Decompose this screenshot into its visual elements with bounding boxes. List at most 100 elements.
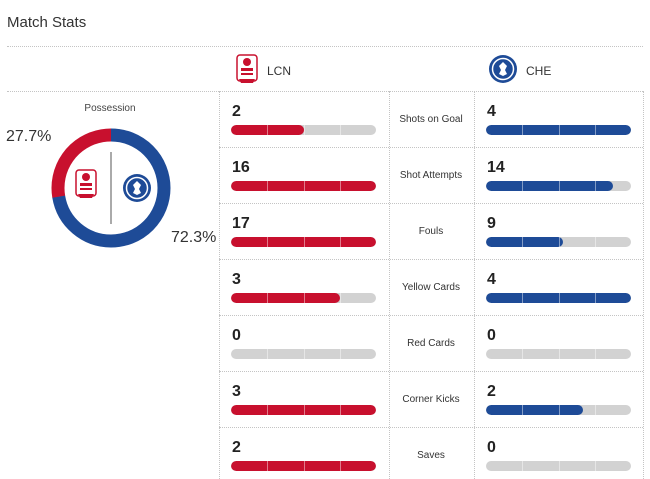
away-stat-value: 2 bbox=[487, 383, 496, 400]
section-title: Match Stats bbox=[7, 14, 87, 31]
lincoln-crest-icon bbox=[235, 53, 259, 90]
away-stat-value: 0 bbox=[487, 439, 496, 456]
away-team-abbr: CHE bbox=[526, 64, 552, 78]
divider bbox=[219, 371, 643, 372]
home-stat-bar-fill bbox=[231, 405, 376, 415]
stat-label: Corner Kicks bbox=[402, 394, 460, 405]
bar-segment-mark bbox=[339, 461, 341, 471]
divider bbox=[643, 91, 644, 479]
bar-segment-mark bbox=[267, 237, 269, 247]
bar-segment-mark bbox=[594, 237, 596, 247]
home-stat-value: 3 bbox=[232, 383, 241, 400]
bar-segment-mark bbox=[267, 125, 269, 135]
bar-segment-mark bbox=[558, 461, 560, 471]
bar-segment-mark bbox=[267, 349, 269, 359]
stat-label: Red Cards bbox=[407, 338, 455, 349]
away-stat-bar-fill bbox=[486, 125, 631, 135]
divider bbox=[219, 259, 643, 260]
home-stat-value: 17 bbox=[232, 215, 250, 232]
bar-segment-mark bbox=[558, 405, 560, 415]
divider bbox=[474, 91, 475, 479]
divider bbox=[219, 91, 220, 479]
away-stat-bar bbox=[486, 461, 631, 471]
home-stat-bar bbox=[231, 181, 376, 191]
home-stat-bar-fill bbox=[231, 181, 376, 191]
bar-segment-mark bbox=[339, 293, 341, 303]
bar-segment-mark bbox=[558, 237, 560, 247]
bar-segment-mark bbox=[558, 293, 560, 303]
bar-segment-mark bbox=[522, 293, 524, 303]
home-stat-value: 0 bbox=[232, 327, 241, 344]
away-stat-bar bbox=[486, 237, 631, 247]
bar-segment-mark bbox=[303, 461, 305, 471]
possession-donut bbox=[51, 128, 171, 248]
divider bbox=[219, 203, 643, 204]
home-possession-percent: 27.7% bbox=[6, 128, 52, 145]
stat-label: Fouls bbox=[418, 226, 444, 237]
bar-segment-mark bbox=[594, 181, 596, 191]
away-stat-bar-fill bbox=[486, 405, 583, 415]
bar-segment-mark bbox=[594, 293, 596, 303]
away-stat-value: 4 bbox=[487, 103, 496, 120]
bar-segment-mark bbox=[339, 405, 341, 415]
bar-segment-mark bbox=[267, 461, 269, 471]
chelsea-crest-icon bbox=[123, 174, 151, 202]
bar-segment-mark bbox=[594, 461, 596, 471]
stat-label: Shots on Goal bbox=[399, 114, 463, 125]
stat-label: Yellow Cards bbox=[402, 282, 460, 293]
away-stat-value: 0 bbox=[487, 327, 496, 344]
bar-segment-mark bbox=[558, 349, 560, 359]
away-possession-percent: 72.3% bbox=[171, 229, 217, 246]
away-stat-bar bbox=[486, 405, 631, 415]
donut-away-segment bbox=[51, 128, 171, 248]
bar-segment-mark bbox=[267, 181, 269, 191]
divider bbox=[7, 46, 643, 47]
home-stat-bar bbox=[231, 125, 376, 135]
home-stat-value: 2 bbox=[232, 439, 241, 456]
bar-segment-mark bbox=[303, 125, 305, 135]
home-stat-value: 16 bbox=[232, 159, 250, 176]
bar-segment-mark bbox=[522, 405, 524, 415]
away-stat-bar bbox=[486, 181, 631, 191]
stat-label: Shot Attempts bbox=[399, 170, 463, 181]
bar-segment-mark bbox=[522, 461, 524, 471]
away-stat-value: 4 bbox=[487, 271, 496, 288]
bar-segment-mark bbox=[558, 181, 560, 191]
bar-segment-mark bbox=[303, 293, 305, 303]
bar-segment-mark bbox=[522, 349, 524, 359]
home-stat-value: 3 bbox=[232, 271, 241, 288]
home-stat-bar-fill bbox=[231, 237, 376, 247]
divider bbox=[389, 91, 390, 479]
bar-segment-mark bbox=[267, 405, 269, 415]
home-stat-bar bbox=[231, 237, 376, 247]
away-stat-bar-fill bbox=[486, 181, 613, 191]
bar-segment-mark bbox=[339, 125, 341, 135]
bar-segment-mark bbox=[558, 125, 560, 135]
bar-segment-mark bbox=[303, 405, 305, 415]
away-stat-bar bbox=[486, 349, 631, 359]
divider bbox=[219, 147, 643, 148]
bar-segment-mark bbox=[339, 349, 341, 359]
home-stat-bar bbox=[231, 293, 376, 303]
bar-segment-mark bbox=[594, 405, 596, 415]
possession-title: Possession bbox=[84, 103, 136, 114]
away-stat-value: 14 bbox=[487, 159, 505, 176]
away-stat-bar bbox=[486, 125, 631, 135]
bar-segment-mark bbox=[303, 349, 305, 359]
bar-segment-mark bbox=[303, 181, 305, 191]
home-stat-bar bbox=[231, 349, 376, 359]
home-stat-bar-fill bbox=[231, 125, 304, 135]
away-stat-value: 9 bbox=[487, 215, 496, 232]
home-stat-bar-fill bbox=[231, 461, 376, 471]
bar-segment-mark bbox=[594, 125, 596, 135]
bar-segment-mark bbox=[339, 181, 341, 191]
team-header-home: LCN bbox=[235, 53, 291, 90]
away-stat-bar bbox=[486, 293, 631, 303]
lincoln-crest-icon bbox=[75, 169, 97, 198]
divider bbox=[219, 427, 643, 428]
stat-label: Saves bbox=[417, 450, 445, 461]
bar-segment-mark bbox=[522, 237, 524, 247]
divider bbox=[219, 315, 643, 316]
away-stat-bar-fill bbox=[486, 237, 563, 247]
bar-segment-mark bbox=[339, 237, 341, 247]
